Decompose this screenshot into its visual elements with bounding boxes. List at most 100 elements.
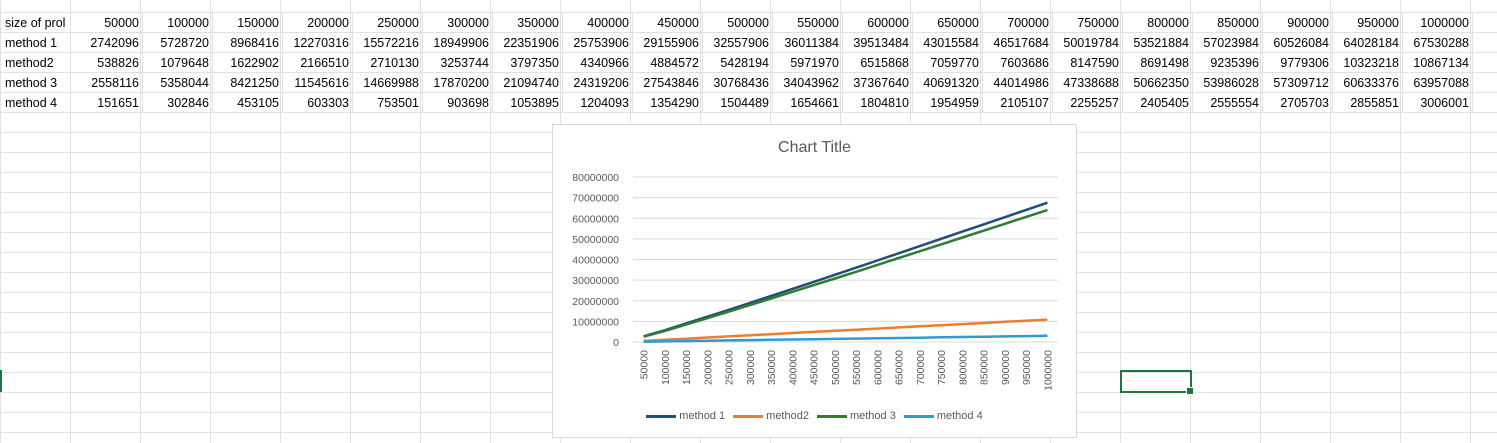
- data-cell[interactable]: 2255257: [1052, 92, 1123, 113]
- data-cell[interactable]: 700000: [982, 12, 1053, 33]
- legend-item[interactable]: method 4: [903, 410, 983, 422]
- data-cell[interactable]: 47338688: [1052, 72, 1123, 93]
- data-cell[interactable]: 37367640: [842, 72, 913, 93]
- data-cell[interactable]: 7603686: [982, 52, 1053, 73]
- data-cell[interactable]: 8147590: [1052, 52, 1123, 73]
- row-label-cell[interactable]: method 4: [0, 92, 71, 113]
- data-cell[interactable]: 1804810: [842, 92, 913, 113]
- data-cell[interactable]: 250000: [352, 12, 423, 33]
- data-cell[interactable]: 1954959: [912, 92, 983, 113]
- data-cell[interactable]: 11545616: [282, 72, 353, 93]
- data-cell[interactable]: 1000000: [1402, 12, 1473, 33]
- data-cell[interactable]: 5428194: [702, 52, 773, 73]
- data-cell[interactable]: 67530288: [1402, 32, 1473, 53]
- data-cell[interactable]: 4884572: [632, 52, 703, 73]
- data-cell[interactable]: 2855851: [1332, 92, 1403, 113]
- data-cell[interactable]: 24319206: [562, 72, 633, 93]
- data-cell[interactable]: 63957088: [1402, 72, 1473, 93]
- series-line-method-3[interactable]: [643, 208, 1048, 338]
- data-cell[interactable]: 3253744: [422, 52, 493, 73]
- data-cell[interactable]: 950000: [1332, 12, 1403, 33]
- data-cell[interactable]: 850000: [1192, 12, 1263, 33]
- data-cell[interactable]: 6515868: [842, 52, 913, 73]
- data-cell[interactable]: 2166510: [282, 52, 353, 73]
- data-cell[interactable]: 5971970: [772, 52, 843, 73]
- row-label-cell[interactable]: method2: [0, 52, 71, 73]
- data-cell[interactable]: 50000: [70, 12, 143, 33]
- data-cell[interactable]: 18949906: [422, 32, 493, 53]
- chart-legend[interactable]: method 1 method2 method 3 method 4: [553, 410, 1076, 422]
- data-cell[interactable]: 46517684: [982, 32, 1053, 53]
- data-cell[interactable]: 550000: [772, 12, 843, 33]
- data-cell[interactable]: 40691320: [912, 72, 983, 93]
- data-cell[interactable]: 10323218: [1332, 52, 1403, 73]
- line-chart[interactable]: Chart Title 0 10000000 20000000 30000000 400…: [552, 124, 1077, 438]
- data-cell[interactable]: 100000: [142, 12, 213, 33]
- data-cell[interactable]: 36011384: [772, 32, 843, 53]
- data-cell[interactable]: 64028184: [1332, 32, 1403, 53]
- data-cell[interactable]: 200000: [282, 12, 353, 33]
- data-cell[interactable]: 1354290: [632, 92, 703, 113]
- fill-handle[interactable]: [1186, 387, 1194, 395]
- data-cell[interactable]: 1204093: [562, 92, 633, 113]
- data-cell[interactable]: 1079648: [142, 52, 213, 73]
- data-cell[interactable]: 150000: [212, 12, 283, 33]
- data-cell[interactable]: 8968416: [212, 32, 283, 53]
- data-cell[interactable]: 2105107: [982, 92, 1053, 113]
- data-cell[interactable]: 12270316: [282, 32, 353, 53]
- data-cell[interactable]: 27543846: [632, 72, 703, 93]
- data-cell[interactable]: 30768436: [702, 72, 773, 93]
- data-cell[interactable]: 753501: [352, 92, 423, 113]
- data-cell[interactable]: 32557906: [702, 32, 773, 53]
- data-cell[interactable]: 39513484: [842, 32, 913, 53]
- data-cell[interactable]: 50019784: [1052, 32, 1123, 53]
- data-cell[interactable]: 903698: [422, 92, 493, 113]
- row-label-cell[interactable]: method 1: [0, 32, 71, 53]
- series-line-method-4[interactable]: [643, 334, 1048, 343]
- data-cell[interactable]: 7059770: [912, 52, 983, 73]
- data-cell[interactable]: 151651: [70, 92, 143, 113]
- data-cell[interactable]: 9779306: [1262, 52, 1333, 73]
- data-cell[interactable]: 450000: [632, 12, 703, 33]
- data-cell[interactable]: 14669988: [352, 72, 423, 93]
- data-cell[interactable]: 5358044: [142, 72, 213, 93]
- data-cell[interactable]: 800000: [1122, 12, 1193, 33]
- data-cell[interactable]: 350000: [492, 12, 563, 33]
- data-cell[interactable]: 4340966: [562, 52, 633, 73]
- legend-item[interactable]: method2: [733, 410, 809, 422]
- data-cell[interactable]: 453105: [212, 92, 283, 113]
- data-cell[interactable]: 2705703: [1262, 92, 1333, 113]
- legend-item[interactable]: method 1: [646, 410, 725, 422]
- data-cell[interactable]: 500000: [702, 12, 773, 33]
- data-cell[interactable]: 302846: [142, 92, 213, 113]
- data-cell[interactable]: 538826: [70, 52, 143, 73]
- data-cell[interactable]: 2742096: [70, 32, 143, 53]
- data-cell[interactable]: 600000: [842, 12, 913, 33]
- data-cell[interactable]: 1622902: [212, 52, 283, 73]
- data-cell[interactable]: 3006001: [1402, 92, 1473, 113]
- data-cell[interactable]: 53521884: [1122, 32, 1193, 53]
- data-cell[interactable]: 57023984: [1192, 32, 1263, 53]
- data-cell[interactable]: 8691498: [1122, 52, 1193, 73]
- legend-item[interactable]: method 3: [816, 410, 896, 422]
- data-cell[interactable]: 15572216: [352, 32, 423, 53]
- data-cell[interactable]: 43015584: [912, 32, 983, 53]
- data-cell[interactable]: 900000: [1262, 12, 1333, 33]
- data-cell[interactable]: 400000: [562, 12, 633, 33]
- data-cell[interactable]: 1053895: [492, 92, 563, 113]
- data-cell[interactable]: 2558116: [70, 72, 143, 93]
- data-cell[interactable]: 10867134: [1402, 52, 1473, 73]
- data-cell[interactable]: 2405405: [1122, 92, 1193, 113]
- series-line-method-1[interactable]: [643, 201, 1048, 338]
- data-cell[interactable]: 300000: [422, 12, 493, 33]
- data-cell[interactable]: 29155906: [632, 32, 703, 53]
- data-cell[interactable]: 21094740: [492, 72, 563, 93]
- data-cell[interactable]: 17870200: [422, 72, 493, 93]
- selected-cell[interactable]: [1120, 370, 1194, 395]
- data-cell[interactable]: 650000: [912, 12, 983, 33]
- data-cell[interactable]: 2555554: [1192, 92, 1263, 113]
- data-cell[interactable]: 50662350: [1122, 72, 1193, 93]
- data-cell[interactable]: 25753906: [562, 32, 633, 53]
- data-cell[interactable]: 750000: [1052, 12, 1123, 33]
- data-cell[interactable]: 44014986: [982, 72, 1053, 93]
